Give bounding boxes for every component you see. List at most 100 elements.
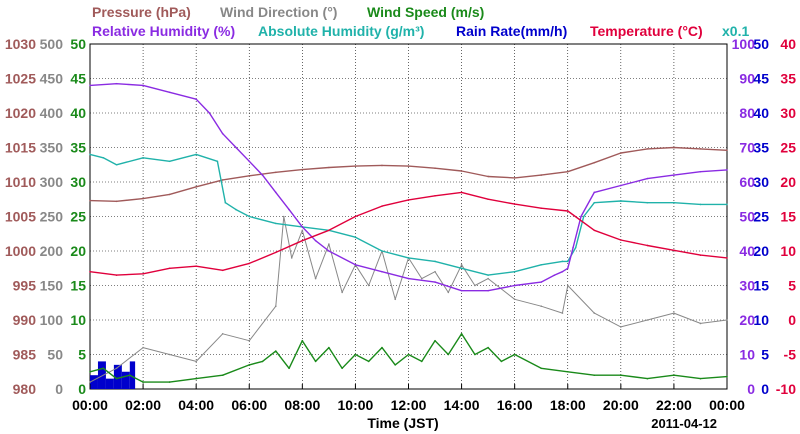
data-point [593,161,596,164]
data-point [726,375,728,378]
data-point [221,132,224,135]
tick-label-temperature: -5 [784,347,797,363]
x-tick-label: 18:00 [550,397,586,413]
data-point [646,319,649,321]
data-point [540,174,543,176]
data-point [593,312,596,314]
series-wind-direction [89,215,728,383]
data-point [288,208,290,211]
data-point [195,377,197,380]
data-point [248,160,251,163]
series-absolute-humidity-g-m-x0-1 [89,153,728,276]
data-point [248,364,251,366]
tick-label-wind-speed: 15 [70,278,86,294]
tick-label-wind-direction: 500 [40,36,64,52]
data-point [620,374,622,377]
tick-label-wind-direction: 400 [40,105,64,121]
data-point [221,269,224,272]
data-point [513,353,516,356]
tick-label-temperature: 15 [780,209,796,225]
data-point [354,264,357,266]
data-point [561,270,564,273]
data-point [566,370,569,373]
data-point [274,191,277,194]
data-point [115,367,118,370]
data-point [115,200,118,203]
data-point [129,374,131,377]
data-point [540,305,543,308]
data-point [726,149,728,152]
tick-label-humidity: 40 [739,243,755,259]
tick-label-pressure: 995 [13,278,37,294]
data-point [235,146,237,149]
data-point [434,281,436,283]
data-point [381,270,383,273]
data-point [447,353,450,356]
data-point [142,157,144,159]
data-point [582,215,585,218]
data-point [168,267,171,270]
tick-label-humidity: 0 [747,381,755,397]
data-point [328,346,330,349]
data-point [673,201,675,204]
data-point [460,170,463,172]
tick-label-rain-rate: 5 [761,347,769,363]
data-point [434,195,436,197]
x-tick-label: 04:00 [178,397,214,413]
data-point [420,360,423,363]
data-point [699,254,702,256]
data-point [726,319,728,321]
data-point [474,353,476,356]
series-pressure-hpa [89,146,728,203]
data-point [328,250,330,252]
data-point [593,191,596,194]
data-point [646,148,649,150]
rain-bar [105,378,114,389]
data-point [487,274,489,276]
data-point [248,262,251,265]
data-point [367,284,370,287]
tick-label-rain-rate: 15 [753,278,769,294]
rain-bar [121,371,130,389]
data-point [288,367,290,370]
data-point [195,265,197,267]
data-point [673,146,675,149]
data-point [699,377,702,380]
legend-absolute-humidity-g-m: Absolute Humidity (g/m³) [258,23,424,39]
legend-x0-1: x0.1 [722,23,749,39]
data-point [221,333,224,335]
legend-relative-humidity: Relative Humidity (%) [92,23,235,39]
rain-bar [129,361,136,389]
tick-label-humidity: 50 [739,209,755,225]
tick-label-wind-speed: 45 [70,71,86,87]
data-point [646,177,649,180]
data-point [168,91,171,94]
tick-label-pressure: 1025 [5,71,36,87]
data-point [673,249,675,252]
data-point [195,186,197,188]
data-point [620,326,622,328]
legend: Pressure (hPa) Wind Direction (°) Wind Spe… [92,4,749,39]
x-tick-label: 00:00 [709,397,745,413]
data-point [274,222,277,225]
tick-label-wind-direction: 450 [40,71,64,87]
data-point [89,270,91,273]
data-point [381,205,383,207]
series-wind-speed-m-s [89,333,728,383]
x-tick-label: 08:00 [284,397,320,413]
tick-label-rain-rate: 20 [753,243,769,259]
tick-label-wind-speed: 20 [70,243,86,259]
data-point [89,199,91,202]
series-line [89,82,728,292]
data-point [500,360,503,363]
data-point [474,284,476,287]
legend-wind-direction: Wind Direction (°) [220,4,337,20]
data-point [699,170,702,173]
x-tick-label: 16:00 [497,397,533,413]
data-point [699,203,702,206]
tick-label-humidity: 20 [739,312,755,328]
data-point [115,82,118,85]
tick-label-pressure: 1020 [5,105,36,121]
tick-label-pressure: 1030 [5,36,36,52]
